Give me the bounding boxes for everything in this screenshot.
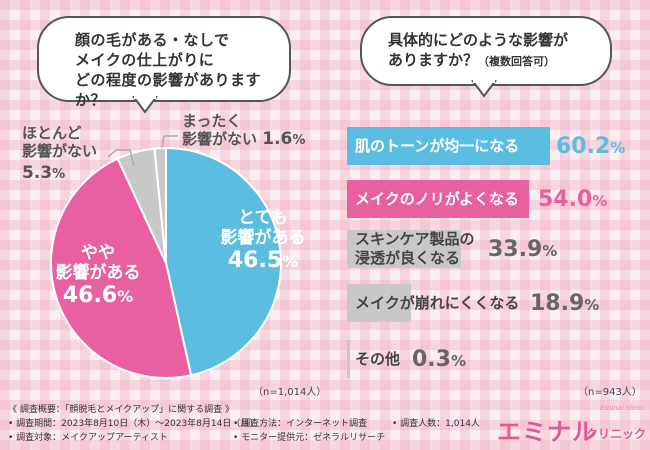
pie-label-some-l1: やや <box>81 243 115 263</box>
pie-label-none-l2: 影響がない <box>182 130 258 148</box>
pie-label-very: とても 影響がある 46.5% <box>208 208 318 275</box>
bubble-tail <box>471 80 497 98</box>
question-right-text: 具体的にどのような影響が ありますか？（複数回答可） <box>388 30 568 72</box>
question-left-line: メイクの仕上がりに <box>75 51 215 69</box>
sample-size-right: （n=943人） <box>578 387 642 398</box>
bar-value-number: 0.3 <box>412 347 451 372</box>
bar-value-number: 33.9 <box>488 237 543 262</box>
bar-value: 60.2% <box>556 134 625 159</box>
pie-label-some: やや 影響がある 46.6% <box>48 243 148 310</box>
pie-label-very-num: 46.5 <box>227 248 283 273</box>
pie-label-none-num: 1.6 <box>262 129 293 149</box>
question-right-line2: ありますか？（複数回答可） <box>388 50 568 72</box>
question-left-text: 顔の毛がある・なしで メイクの仕上がりに どの程度の影響がありますか？ <box>75 30 289 110</box>
bar-value-unit: % <box>584 296 600 314</box>
logo-main-text: エミナル <box>497 417 597 446</box>
bar <box>347 180 530 218</box>
pie-label-very-l1: とても <box>238 208 288 228</box>
survey-target: • 調査対象：メイクアップアーティスト <box>8 433 168 443</box>
bar-label-line: スキンケア製品の <box>355 230 475 248</box>
bar <box>347 230 462 268</box>
bar-value-unit: % <box>450 352 467 370</box>
question-bubble-left: 顔の毛がある・なしで メイクの仕上がりに どの程度の影響がありますか？ <box>37 16 291 114</box>
leader-line-little <box>107 149 135 167</box>
bar-value: 0.3% <box>412 347 466 372</box>
bar-value-unit: % <box>542 242 558 260</box>
pie-label-some-num: 46.6 <box>62 283 118 308</box>
bar <box>347 284 411 322</box>
logo-tiny-text: Eminal clinic <box>600 404 645 412</box>
bar-label-line: 浸透が良くなる <box>355 249 461 267</box>
survey-method: • 調査方法：インターネット調査 <box>233 419 368 429</box>
pie-label-little-l2: 影響がない <box>22 142 98 160</box>
bar-label: 肌のトーンが均一になる <box>355 137 519 156</box>
survey-period: • 調査期間：2023年8月10日（木）〜2023年8月14日（月） <box>8 419 259 429</box>
pie-label-none-l1: まったく <box>182 112 242 130</box>
bubble-tail <box>132 96 158 114</box>
bar-value-number: 54.0 <box>538 187 593 212</box>
pie-label-none: まったく 影響がない 1.6% <box>182 112 305 150</box>
bar <box>347 127 550 165</box>
pie-label-some-l2: 影響がある <box>55 263 141 283</box>
question-bubble-right: 具体的にどのような影響が ありますか？（複数回答可） <box>360 16 612 98</box>
leader-line-none <box>161 135 178 149</box>
pie-slice-very <box>165 146 282 377</box>
pie-label-some-unit: % <box>117 287 134 306</box>
pie-slice-none <box>153 146 167 264</box>
question-left-line: どの程度の影響がありますか？ <box>75 71 262 109</box>
bar-label: メイクのノリがよくなる <box>355 190 519 209</box>
pie-label-very-l2: 影響がある <box>220 228 306 248</box>
bar-label-line: 肌のトーンが均一になる <box>355 137 520 155</box>
bar-label: その他 <box>355 350 400 369</box>
question-right-line1: 具体的にどのような影響が <box>388 31 569 49</box>
pie-label-little-num: 5.3 <box>22 163 53 183</box>
pie-label-very-pct: 46.5% <box>208 248 318 275</box>
pie-label-little-pct: 5.3% <box>22 164 97 184</box>
bar-value: 54.0% <box>538 187 607 212</box>
bar <box>347 340 350 378</box>
sample-size-left: （n=1,014人） <box>253 387 327 398</box>
pie-slice-some <box>50 157 193 379</box>
bar-value-unit: % <box>610 139 626 157</box>
bar-value-unit: % <box>592 192 608 210</box>
bar-label-line: メイクのノリがよくなる <box>355 190 519 208</box>
pie-label-little-unit: % <box>52 167 66 182</box>
pie-label-very-unit: % <box>282 252 299 271</box>
pie-label-none-unit: % <box>292 133 306 148</box>
pie-label-none-row2: 影響がない 1.6% <box>182 130 305 150</box>
bar-label-line: メイクが崩れにくくなる <box>355 294 520 312</box>
bar-value: 18.9% <box>530 291 599 316</box>
bar-label: メイクが崩れにくくなる <box>355 294 519 313</box>
survey-count: • 調査人数：1,014人 <box>392 419 480 429</box>
question-right-line2-main: ありますか？ <box>388 51 479 69</box>
bar-value-number: 18.9 <box>530 291 585 316</box>
question-left-line: 顔の毛がある・なしで <box>75 31 230 49</box>
pie-label-some-pct: 46.6% <box>48 283 148 310</box>
bar-value: 33.9% <box>488 237 557 262</box>
bar-label-line: その他 <box>355 350 401 368</box>
logo-sub-text: クリニック <box>586 427 647 441</box>
pie-label-little: ほとんど 影響がない 5.3% <box>22 124 97 184</box>
pie-label-little-l1: ほとんど <box>22 124 82 142</box>
survey-provider: • モニター提供元：ゼネラルリサーチ <box>233 433 386 443</box>
question-right-note: （複数回答可） <box>478 55 556 68</box>
bar-value-number: 60.2 <box>556 134 611 159</box>
survey-title: 《 調査概要：「顔脱毛とメイクアップ」に関する調査 》 <box>8 405 235 415</box>
bar-label: スキンケア製品の 浸透が良くなる <box>355 230 475 268</box>
